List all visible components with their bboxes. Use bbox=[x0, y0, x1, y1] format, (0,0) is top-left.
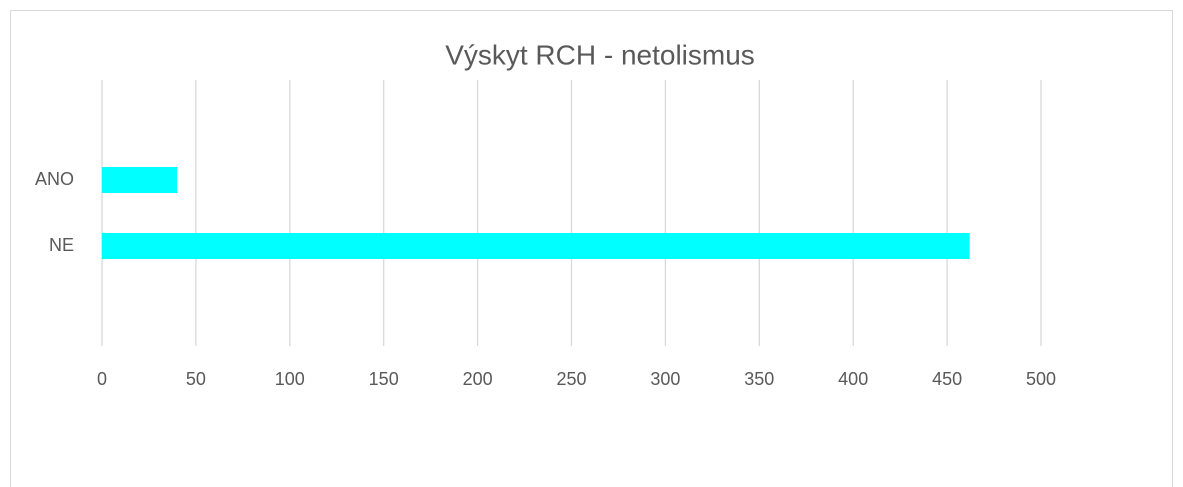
x-tick-label: 350 bbox=[744, 369, 774, 389]
x-tick-label: 400 bbox=[838, 369, 868, 389]
x-tick-label: 250 bbox=[556, 369, 586, 389]
y-tick-label: NE bbox=[49, 235, 74, 255]
bar bbox=[102, 233, 970, 259]
x-tick-label: 450 bbox=[932, 369, 962, 389]
chart-title: Výskyt RCH - netolismus bbox=[445, 39, 755, 70]
y-tick-label: ANO bbox=[35, 169, 74, 189]
x-tick-label: 0 bbox=[97, 369, 107, 389]
x-tick-label: 100 bbox=[275, 369, 305, 389]
x-tick-label: 50 bbox=[186, 369, 206, 389]
x-tick-label: 300 bbox=[650, 369, 680, 389]
x-tick-label: 500 bbox=[1026, 369, 1056, 389]
bar bbox=[102, 167, 178, 193]
x-tick-label: 200 bbox=[463, 369, 493, 389]
x-tick-label: 150 bbox=[369, 369, 399, 389]
